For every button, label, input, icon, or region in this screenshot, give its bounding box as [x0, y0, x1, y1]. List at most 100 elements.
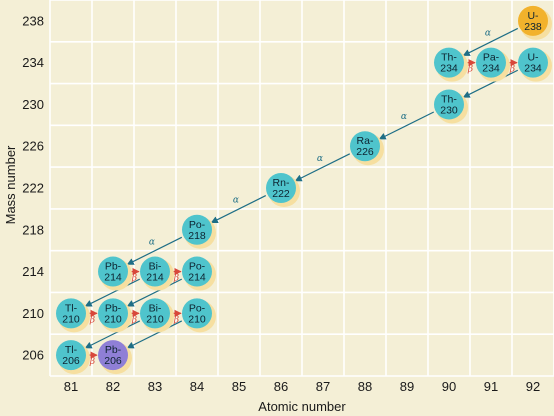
nuclide-mass-label: 230: [440, 104, 458, 116]
nuclide-circle: [56, 298, 86, 329]
nuclide-mass-label: 206: [62, 355, 80, 367]
alpha-decay-arrow-ra226-rn222: [294, 153, 351, 182]
x-tick-label: 91: [484, 379, 498, 394]
nuclide-circle: [140, 256, 170, 287]
alpha-decay-arrow-u234-th230: [462, 69, 519, 98]
beta-decay-label: β: [89, 315, 95, 325]
nuclide-rn222: Rn-222: [266, 173, 300, 207]
nuclide-element-label: Rn-: [273, 177, 290, 189]
alpha-decay-arrow-po218-pb214: [126, 236, 183, 265]
alpha-decay-arrow-u238-th234: [462, 27, 519, 57]
nuclide-po210: Po-210: [182, 298, 216, 333]
beta-decay-label: β: [89, 357, 95, 367]
nuclide-u234: U-234: [518, 47, 552, 82]
nuclide-element-label: Th-: [441, 52, 457, 64]
y-axis-title: Mass number: [3, 145, 18, 224]
nuclide-element-label: Tl-: [65, 344, 78, 356]
beta-decay-label: β: [173, 315, 179, 325]
nuclide-circle: [518, 47, 548, 78]
nuclide-circle: [182, 298, 212, 329]
nuclide-circle: [56, 340, 86, 371]
nuclide-circle: [350, 131, 380, 162]
nuclide-th234: Th-234: [434, 47, 468, 82]
beta-decay-label: β: [509, 65, 515, 75]
x-tick-label: 90: [442, 379, 456, 394]
nuclide-mass-label: 222: [272, 188, 290, 200]
y-tick-label: 206: [22, 348, 44, 363]
alpha-decay-arrow-po214-pb210: [126, 278, 183, 307]
nuclide-element-label: U-: [527, 10, 539, 22]
alpha-decay-arrow-rn222-po218: [210, 195, 267, 224]
nuclide-tl206: Tl-206: [56, 340, 90, 375]
y-tick-label: 218: [22, 222, 44, 237]
alpha-decay-arrow-th230-ra226: [378, 111, 435, 140]
nuclide-circle: [140, 298, 170, 329]
nuclide-element-label: Po-: [189, 219, 206, 231]
beta-decay-label: β: [131, 274, 137, 284]
nuclide-bi210: Bi-210: [140, 298, 174, 333]
y-tick-label: 234: [22, 55, 44, 70]
beta-decay-label: β: [173, 274, 179, 284]
nuclide-element-label: Bi-: [149, 302, 162, 314]
x-tick-label: 92: [526, 379, 540, 394]
nuclide-element-label: Th-: [441, 93, 457, 105]
alpha-decay-label: α: [485, 29, 491, 39]
alpha-decay-label: α: [233, 196, 239, 206]
beta-decay-label: β: [131, 315, 137, 325]
y-tick-label: 222: [22, 181, 44, 196]
nuclide-circle: [98, 340, 128, 371]
x-tick-labels: 81 82 83 84 85 86 87 88 89 90 91 92: [64, 379, 540, 394]
y-tick-label: 226: [22, 139, 44, 154]
x-axis-title: Atomic number: [258, 399, 346, 414]
nuclide-element-label: Pb-: [105, 261, 122, 273]
x-tick-label: 89: [400, 379, 414, 394]
alpha-decay-label: α: [317, 154, 323, 164]
nuclide-circle: [476, 47, 506, 78]
nuclide-pb214: Pb-214: [98, 256, 132, 291]
x-tick-label: 81: [64, 379, 78, 394]
nuclide-element-label: U-: [527, 52, 539, 64]
grid: [49, 0, 554, 377]
alpha-decay-arrow-po210-pb206: [126, 320, 183, 349]
nuclide-element-label: Pa-: [483, 52, 500, 64]
nuclide-element-label: Po-: [189, 302, 206, 314]
nuclide-mass-label: 226: [356, 146, 374, 158]
nuclide-element-label: Ra-: [357, 135, 374, 147]
nuclide-mass-label: 210: [104, 313, 122, 325]
nuclide-element-label: Po-: [189, 261, 206, 273]
alpha-decay-arrow-bi210-tl206: [84, 320, 141, 349]
nuclide-mass-label: 234: [524, 63, 542, 75]
nuclide-mass-label: 206: [104, 355, 122, 367]
nuclide-circle: [182, 256, 212, 287]
nuclide-element-label: Tl-: [65, 302, 78, 314]
nuclide-th230: Th-230: [434, 89, 468, 124]
nuclide-mass-label: 234: [440, 63, 458, 75]
y-tick-labels: 206 210 214 218 222 226 230 234 238: [22, 13, 44, 362]
alpha-decay-label: α: [149, 238, 155, 248]
nuclide-circle: [518, 5, 548, 36]
alpha-decay-arrow-bi214-tl210: [84, 278, 141, 307]
nuclide-pb210: Pb-210: [98, 298, 132, 333]
nuclide-circle: [434, 89, 464, 120]
y-tick-label: 214: [22, 264, 44, 279]
nuclide-mass-label: 210: [146, 313, 164, 325]
nuclide-mass-label: 238: [524, 21, 542, 33]
x-tick-label: 82: [106, 379, 120, 394]
nuclide-element-label: Pb-: [105, 302, 122, 314]
alpha-decay-label: α: [401, 112, 407, 122]
nuclide-element-label: Bi-: [149, 261, 162, 273]
y-tick-label: 210: [22, 306, 44, 321]
y-tick-label: 230: [22, 97, 44, 112]
y-tick-label: 238: [22, 13, 44, 28]
nuclide-mass-label: 234: [482, 63, 500, 75]
nuclide-circle: [98, 256, 128, 287]
x-tick-label: 83: [148, 379, 162, 394]
nuclide-mass-label: 218: [188, 230, 206, 242]
nuclide-circle: [98, 298, 128, 329]
nuclide-nodes: U-238Th-234Pa-234U-234Th-230Ra-226Rn-222…: [56, 5, 552, 375]
x-tick-label: 87: [316, 379, 330, 394]
nuclide-mass-label: 214: [188, 272, 206, 284]
nuclide-u238: U-238: [518, 5, 552, 40]
nuclide-mass-label: 214: [146, 272, 164, 284]
